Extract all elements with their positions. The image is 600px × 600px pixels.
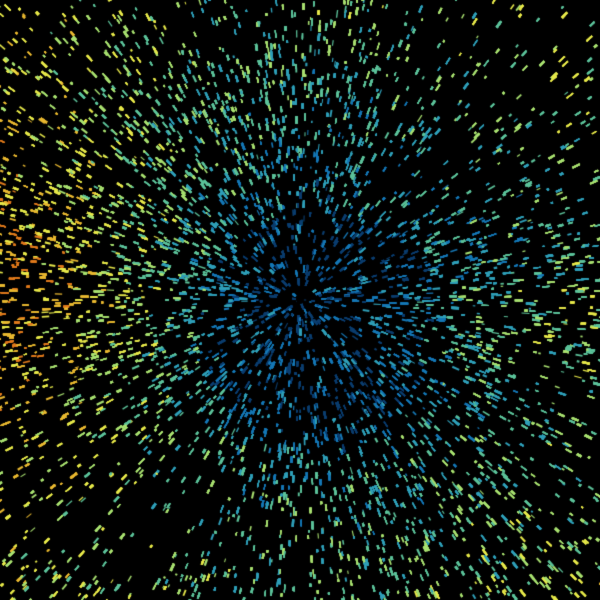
radar-image bbox=[0, 0, 600, 600]
radar-canvas bbox=[0, 0, 600, 600]
